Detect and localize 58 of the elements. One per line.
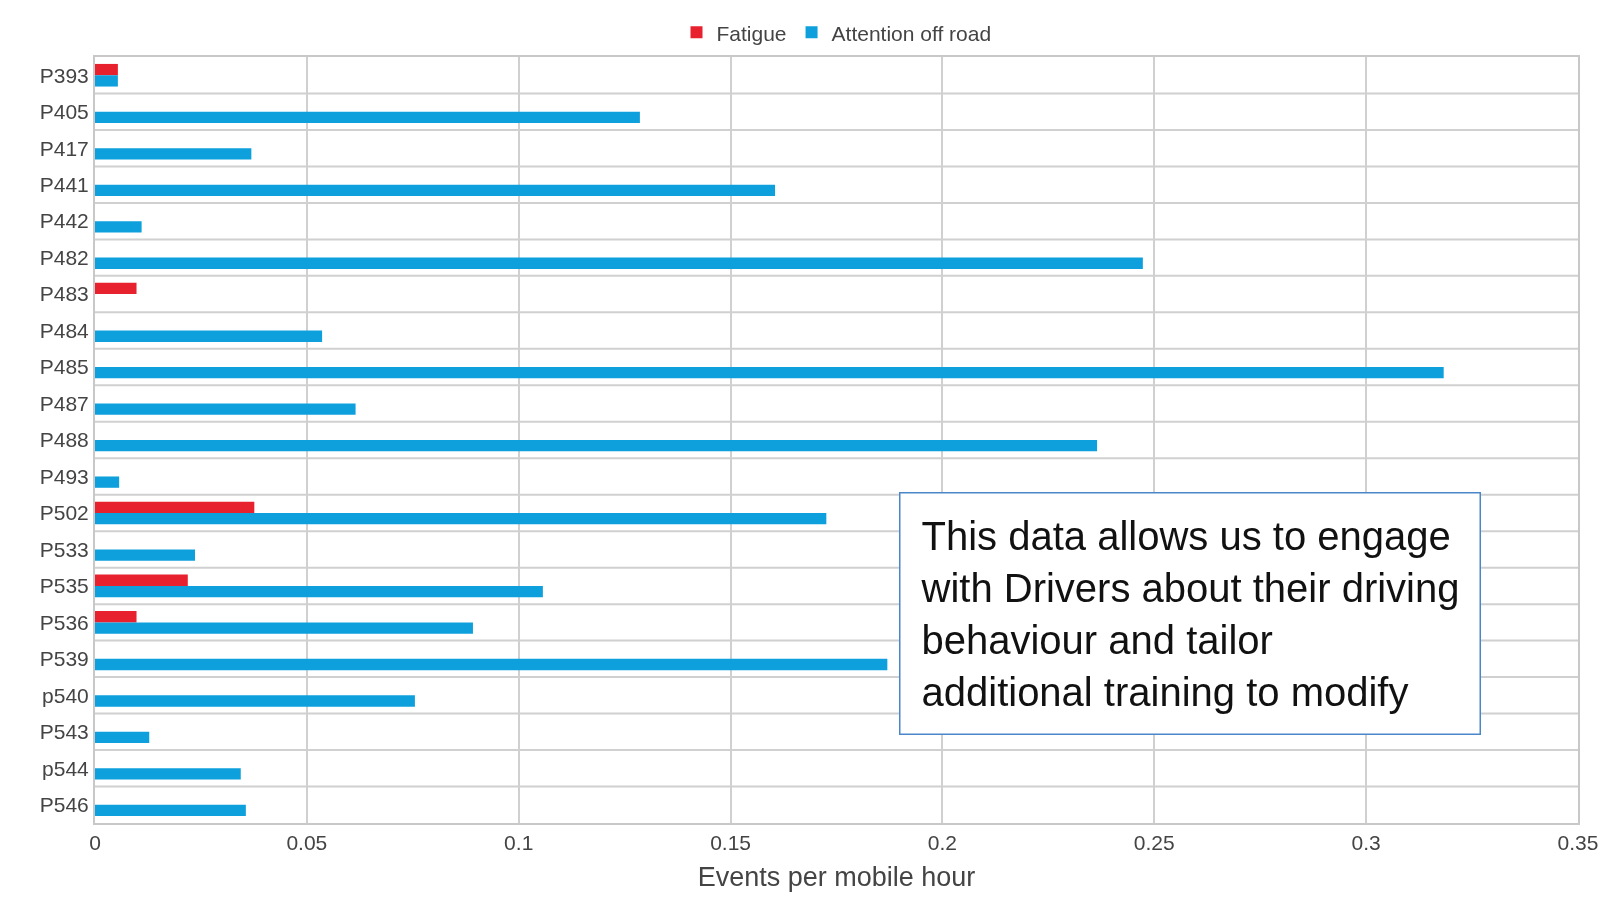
bar xyxy=(95,501,255,513)
bar xyxy=(95,731,150,744)
y-tick-label: P405 xyxy=(39,100,89,124)
y-tick-label: P533 xyxy=(39,537,89,561)
legend-label: Attention off road xyxy=(831,21,992,45)
bar xyxy=(95,282,137,295)
y-tick-label: P502 xyxy=(39,501,89,525)
x-axis-title: Events per mobile hour xyxy=(697,862,976,893)
bar xyxy=(95,611,137,623)
x-tick-label: 0.35 xyxy=(1557,831,1599,855)
y-tick-label: P441 xyxy=(39,173,89,197)
bar xyxy=(95,476,120,488)
x-tick-label: 0.05 xyxy=(286,831,328,855)
bar xyxy=(95,585,543,598)
bar xyxy=(95,695,415,707)
y-tick-label: p540 xyxy=(42,683,89,707)
bar xyxy=(95,148,252,160)
y-tick-label: P543 xyxy=(39,720,89,744)
bar xyxy=(95,622,473,634)
y-tick-label: P484 xyxy=(39,318,90,342)
bar xyxy=(95,330,323,342)
bar xyxy=(95,768,241,780)
bar xyxy=(95,574,188,586)
legend-label: Fatigue xyxy=(716,21,787,45)
y-tick-label: P487 xyxy=(39,391,89,415)
y-tick-label: P539 xyxy=(39,647,89,671)
y-tick-label: P393 xyxy=(39,63,89,87)
bar xyxy=(95,403,356,415)
annotation: This data allows us to engage with Drivers about their driving behaviour and tailor additional training to modify xyxy=(920,513,1460,714)
y-tick-label: P488 xyxy=(39,428,89,452)
bar xyxy=(95,440,1098,452)
y-tick-label: P535 xyxy=(39,574,89,598)
x-tick-label: 0.25 xyxy=(1133,831,1175,855)
x-tick-label: 0.2 xyxy=(927,831,958,855)
bar xyxy=(95,257,1143,269)
bar xyxy=(95,804,246,817)
bar xyxy=(95,512,827,525)
bar xyxy=(95,63,118,76)
y-tick-label: P417 xyxy=(39,136,89,160)
x-tick-label: 0 xyxy=(89,831,101,855)
y-tick-label: P546 xyxy=(39,793,89,817)
bar xyxy=(95,184,776,196)
bar xyxy=(95,75,118,87)
x-tick-label: 0.3 xyxy=(1351,831,1381,855)
y-tick-label: p544 xyxy=(42,756,90,780)
bar xyxy=(95,221,142,233)
bar xyxy=(95,658,888,671)
y-tick-label: P442 xyxy=(39,209,89,233)
y-tick-label: P483 xyxy=(39,282,89,306)
y-tick-label: P485 xyxy=(39,355,89,379)
y-tick-label: P493 xyxy=(39,464,89,488)
x-tick-label: 0.15 xyxy=(710,831,752,855)
bar xyxy=(95,111,640,124)
y-tick-label: P482 xyxy=(39,245,89,269)
bar xyxy=(95,367,1444,379)
bar xyxy=(95,549,195,561)
x-tick-label: 0.1 xyxy=(504,831,534,855)
y-tick-label: P536 xyxy=(39,610,89,634)
